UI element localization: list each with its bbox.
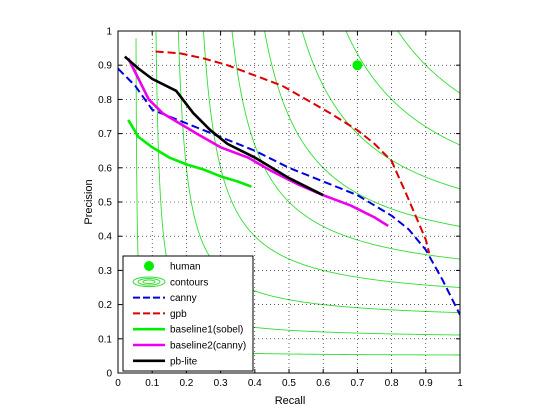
contour-f-0.7 — [301, 31, 460, 190]
y-tick-label: 1 — [106, 27, 112, 38]
y-tick-label: 0.6 — [98, 163, 112, 174]
legend-swatch-contours — [142, 279, 156, 285]
x-tick-label: 0.8 — [385, 378, 399, 389]
series-baseline2(canny) — [127, 57, 389, 228]
legend-swatch-human — [144, 261, 154, 271]
x-tick-label: 0.5 — [282, 378, 296, 389]
y-tick-label: 0.3 — [98, 266, 112, 277]
contour-f-0.5 — [231, 31, 460, 260]
legend-label: human — [170, 262, 201, 273]
legend-swatch-contours — [132, 276, 166, 288]
axes: 0 0.1 0.2 0.3 0.4 0.5 0.6 0.7 0.8 0.9 1 0 0.1 0.2 0.3 0… — [98, 27, 463, 390]
y-axis-label: Precision — [83, 179, 95, 224]
human-point — [352, 60, 363, 71]
x-tick-label: 0.7 — [350, 378, 364, 389]
x-tick-label: 1 — [457, 378, 463, 389]
x-tick-label: 0.3 — [214, 378, 228, 389]
x-tick-label: 0.4 — [248, 378, 262, 389]
series-lines — [118, 50, 460, 316]
contour-f-0.6 — [264, 31, 460, 227]
y-tick-label: 0.7 — [98, 129, 112, 140]
x-tick-label: 0.6 — [316, 378, 330, 389]
legend-label: baseline1(sobel) — [170, 325, 243, 336]
legend-label: gpb — [170, 309, 187, 320]
y-tick-label: 0.2 — [98, 300, 112, 311]
contour-f-0.4 — [203, 31, 460, 288]
legend: human contours canny gpb baseline1(sobel) bas… — [122, 255, 254, 372]
legend-swatch-contours — [137, 278, 161, 286]
y-tick-label: 0.8 — [98, 95, 112, 106]
legend-box — [122, 255, 254, 372]
x-axis-label: Recall — [275, 395, 306, 407]
x-tick-label: 0 — [115, 378, 121, 389]
legend-label: pb-lite — [170, 356, 198, 367]
legend-label: baseline2(canny) — [170, 341, 246, 352]
contour-f-0.3 — [177, 31, 460, 314]
y-tick-label: 0.9 — [98, 61, 112, 72]
x-tick-label: 0.9 — [419, 378, 433, 389]
x-tick-label: 0.2 — [179, 378, 193, 389]
y-tick-label: 0 — [106, 369, 112, 380]
legend-label: contours — [170, 277, 208, 288]
series-canny — [118, 67, 460, 316]
y-tick-label: 0.1 — [98, 334, 112, 345]
x-tick-label: 0.1 — [145, 378, 159, 389]
series-baseline1(sobel) — [127, 119, 252, 188]
contour-f-0.8 — [345, 31, 460, 146]
y-tick-label: 0.4 — [98, 232, 112, 243]
y-tick-label: 0.5 — [98, 198, 112, 209]
series-pb-lite — [123, 55, 324, 197]
legend-label: canny — [170, 293, 197, 304]
series-gpb — [155, 50, 431, 254]
contour-f-0.9 — [397, 31, 460, 94]
